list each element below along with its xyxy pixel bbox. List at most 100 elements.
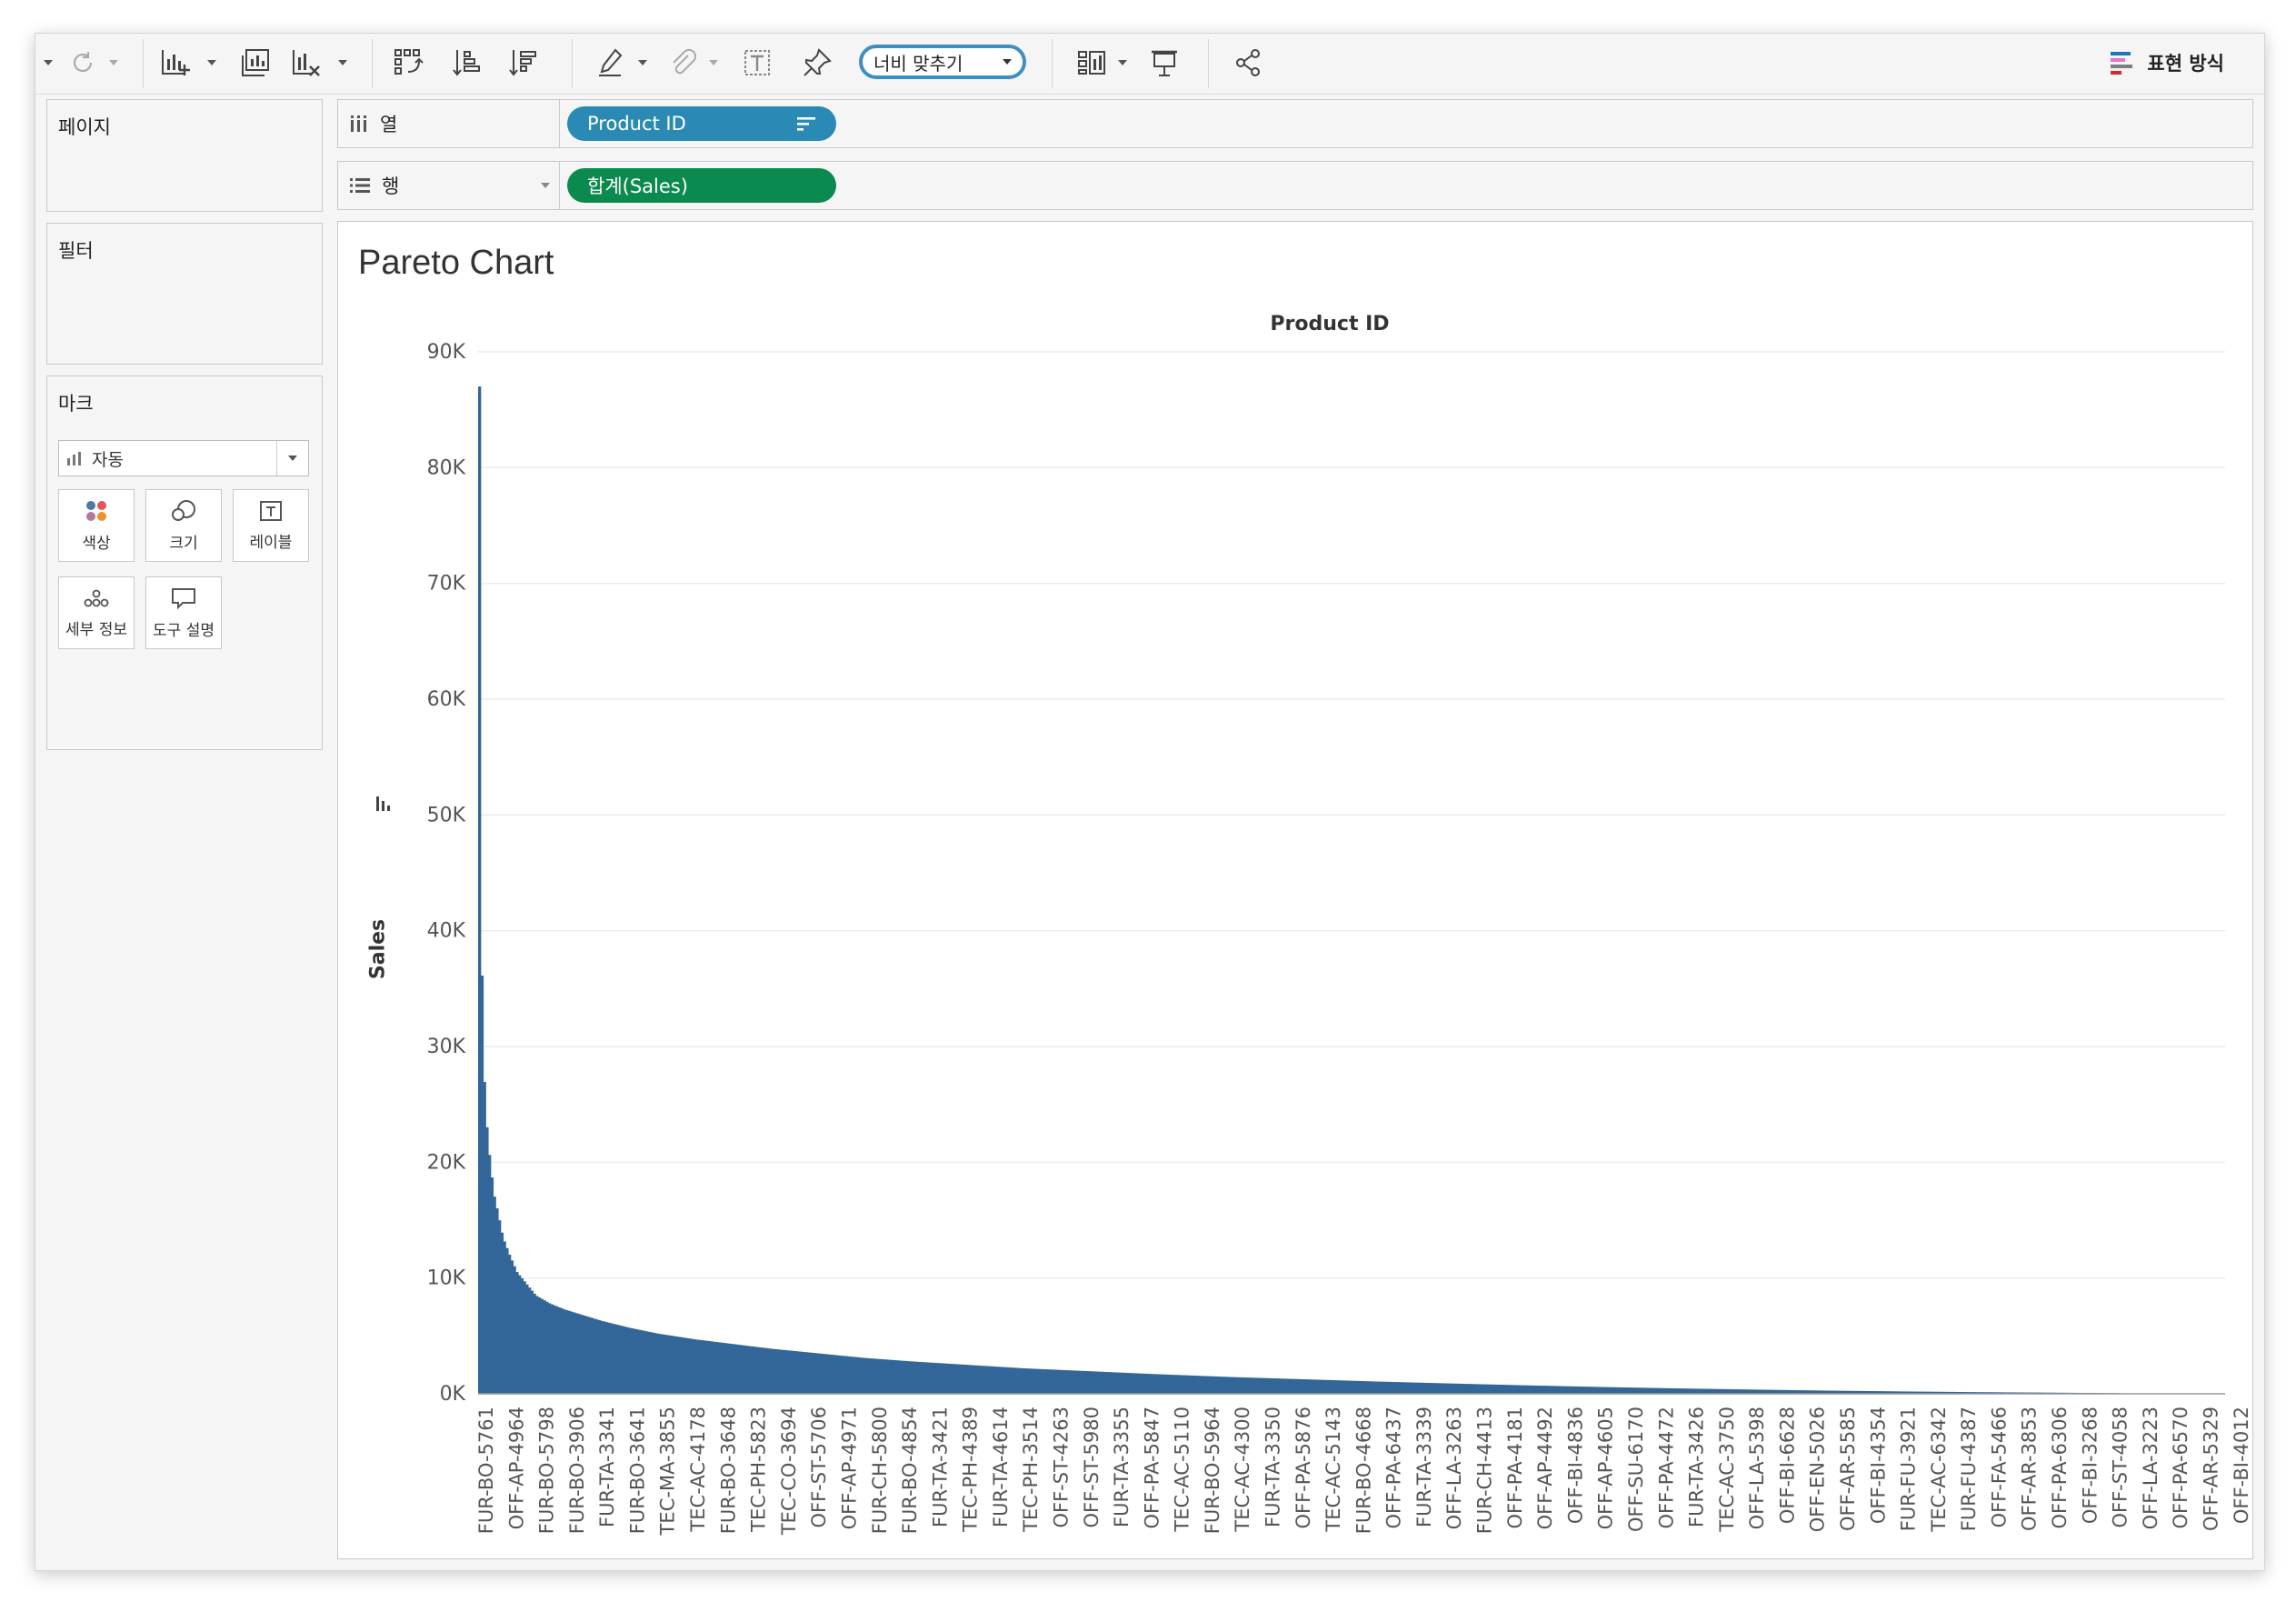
- bar[interactable]: [605, 1322, 609, 1394]
- bar[interactable]: [1132, 1373, 1135, 1394]
- bar[interactable]: [1705, 1388, 1710, 1394]
- bar[interactable]: [1144, 1373, 1148, 1394]
- bar[interactable]: [1518, 1385, 1522, 1394]
- bar[interactable]: [553, 1305, 556, 1394]
- bar[interactable]: [992, 1366, 995, 1394]
- bar[interactable]: [1336, 1380, 1340, 1394]
- bar[interactable]: [1945, 1391, 1949, 1394]
- bar[interactable]: [1429, 1383, 1433, 1394]
- bar[interactable]: [1875, 1391, 1879, 1394]
- bar[interactable]: [1802, 1390, 1807, 1394]
- bar[interactable]: [1795, 1390, 1800, 1394]
- bar[interactable]: [864, 1357, 868, 1394]
- bar[interactable]: [1359, 1380, 1363, 1394]
- bar[interactable]: [1196, 1376, 1201, 1394]
- bar[interactable]: [1082, 1370, 1085, 1394]
- bar[interactable]: [654, 1333, 659, 1394]
- bar[interactable]: [694, 1339, 699, 1394]
- bar[interactable]: [1199, 1376, 1203, 1394]
- bar[interactable]: [615, 1324, 619, 1394]
- bar[interactable]: [910, 1361, 913, 1394]
- bar[interactable]: [1436, 1383, 1440, 1394]
- bar[interactable]: [1665, 1387, 1670, 1394]
- bar[interactable]: [1283, 1378, 1288, 1394]
- bar[interactable]: [882, 1359, 886, 1394]
- bar[interactable]: [1246, 1377, 1251, 1394]
- bar[interactable]: [1628, 1387, 1632, 1394]
- bar[interactable]: [1633, 1387, 1637, 1394]
- bar[interactable]: [979, 1366, 983, 1394]
- bar[interactable]: [1538, 1386, 1542, 1394]
- bar[interactable]: [743, 1345, 746, 1394]
- bar[interactable]: [1962, 1392, 1967, 1394]
- bar[interactable]: [1396, 1382, 1400, 1394]
- bar[interactable]: [1902, 1391, 1907, 1394]
- bar[interactable]: [670, 1336, 674, 1394]
- bar[interactable]: [1461, 1384, 1465, 1394]
- bar[interactable]: [1441, 1383, 1445, 1394]
- bar[interactable]: [877, 1358, 881, 1394]
- bar[interactable]: [1611, 1387, 1614, 1394]
- bar[interactable]: [1079, 1370, 1083, 1394]
- bar[interactable]: [847, 1356, 851, 1394]
- bar[interactable]: [830, 1354, 834, 1394]
- bar[interactable]: [1403, 1382, 1408, 1394]
- bar[interactable]: [555, 1306, 559, 1394]
- bar[interactable]: [1551, 1386, 1555, 1394]
- bar[interactable]: [1263, 1377, 1268, 1394]
- bar[interactable]: [1044, 1369, 1048, 1394]
- rows-shelf[interactable]: 행 합계(Sales): [337, 161, 2253, 210]
- bar[interactable]: [1032, 1368, 1035, 1394]
- bar[interactable]: [1049, 1369, 1053, 1394]
- bar[interactable]: [1922, 1391, 1927, 1394]
- bar[interactable]: [1905, 1391, 1909, 1394]
- bar[interactable]: [860, 1357, 863, 1394]
- bar[interactable]: [1119, 1372, 1123, 1394]
- bar[interactable]: [657, 1334, 662, 1394]
- bar[interactable]: [1891, 1391, 1894, 1394]
- bar[interactable]: [1002, 1367, 1005, 1394]
- bar[interactable]: [1531, 1385, 1535, 1394]
- bar[interactable]: [987, 1366, 991, 1394]
- group-caret[interactable]: [706, 43, 721, 83]
- bar[interactable]: [1952, 1391, 1957, 1394]
- bar[interactable]: [760, 1347, 764, 1394]
- bar[interactable]: [1711, 1388, 1714, 1394]
- bar[interactable]: [1888, 1391, 1892, 1394]
- bar[interactable]: [852, 1357, 856, 1394]
- bar[interactable]: [900, 1360, 903, 1394]
- duplicate-sheet-icon[interactable]: [235, 43, 275, 83]
- bar[interactable]: [1479, 1384, 1482, 1394]
- bar[interactable]: [1588, 1387, 1592, 1394]
- bar[interactable]: [700, 1340, 704, 1394]
- bar[interactable]: [1581, 1387, 1584, 1394]
- bar[interactable]: [1194, 1376, 1198, 1394]
- bar[interactable]: [1491, 1384, 1495, 1394]
- bar[interactable]: [1386, 1381, 1390, 1394]
- bar[interactable]: [1102, 1371, 1105, 1394]
- bar[interactable]: [1773, 1389, 1777, 1394]
- bar[interactable]: [1312, 1379, 1315, 1394]
- bar[interactable]: [1366, 1381, 1370, 1394]
- bar[interactable]: [1881, 1391, 1884, 1394]
- bar[interactable]: [1299, 1378, 1303, 1394]
- bar[interactable]: [1423, 1382, 1427, 1394]
- bar[interactable]: [1835, 1390, 1840, 1394]
- bar[interactable]: [537, 1297, 542, 1394]
- bar[interactable]: [934, 1363, 938, 1394]
- bar[interactable]: [1499, 1385, 1502, 1394]
- bar[interactable]: [535, 1296, 539, 1394]
- bar[interactable]: [1775, 1389, 1780, 1394]
- bar[interactable]: [1074, 1370, 1078, 1394]
- bar[interactable]: [810, 1352, 814, 1394]
- bar[interactable]: [1571, 1386, 1574, 1394]
- bar[interactable]: [1683, 1388, 1687, 1394]
- bar[interactable]: [487, 1155, 492, 1394]
- highlight-caret[interactable]: [635, 43, 650, 83]
- bar[interactable]: [797, 1351, 801, 1394]
- bar[interactable]: [1521, 1385, 1525, 1394]
- bar[interactable]: [1381, 1381, 1385, 1394]
- bar[interactable]: [1858, 1390, 1862, 1394]
- bar[interactable]: [840, 1356, 844, 1394]
- bar[interactable]: [1216, 1377, 1221, 1394]
